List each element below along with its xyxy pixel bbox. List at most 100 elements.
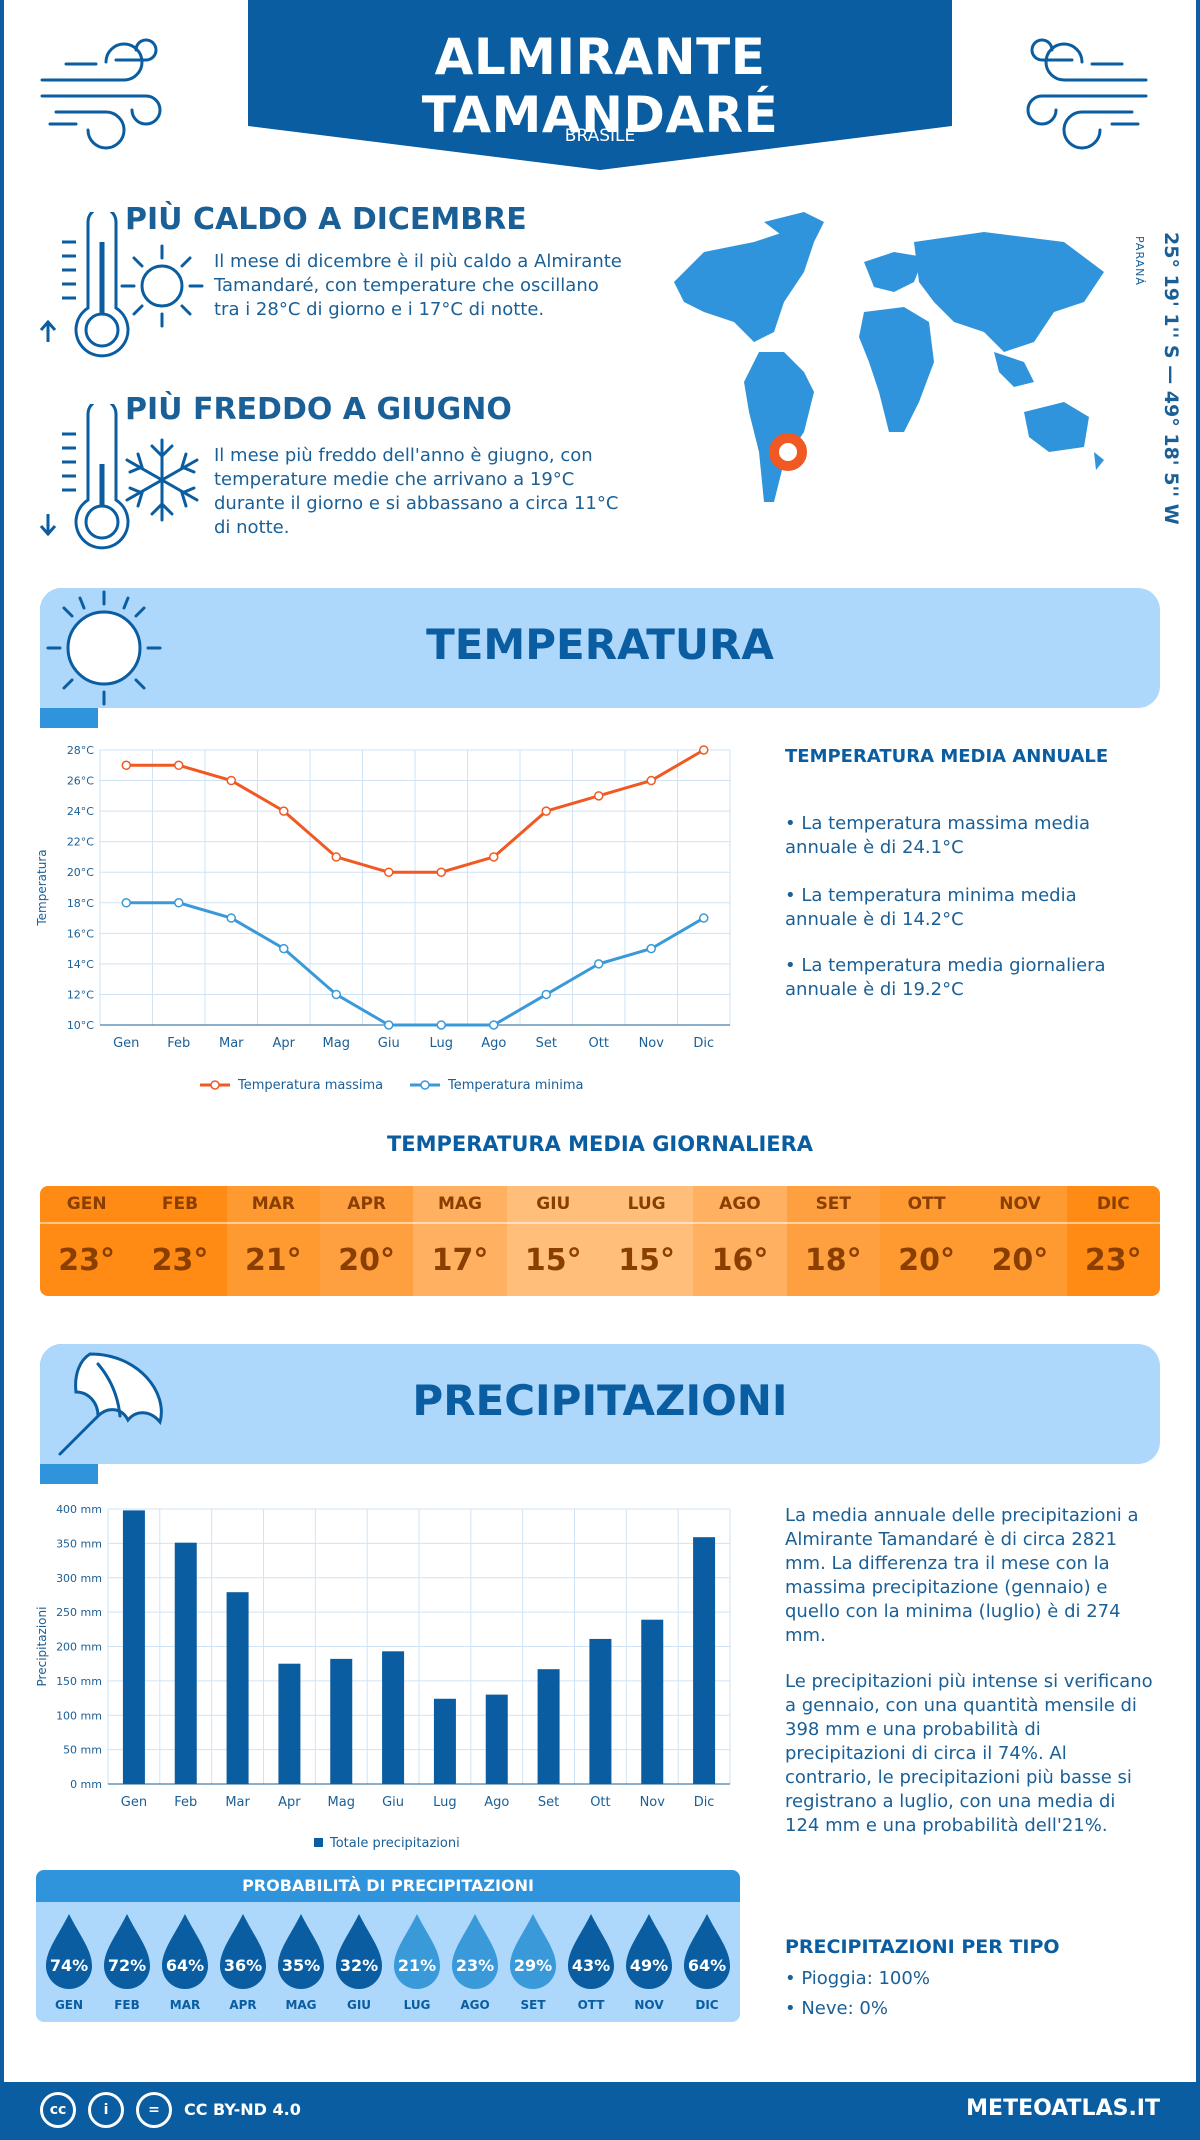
- legend-label: Temperatura minima: [447, 1078, 584, 1093]
- snowflake-icon: [125, 438, 199, 522]
- y-tick-label: 22°C: [67, 836, 94, 849]
- raindrop-icon: [46, 1914, 92, 1989]
- hottest-text: Il mese di dicembre è il più caldo a Alm…: [214, 251, 622, 320]
- daily-temp-cell: DIC 23°: [1066, 1186, 1160, 1296]
- probability-drop: 72% FEB: [100, 1912, 154, 2016]
- data-point: [226, 775, 236, 786]
- rain-share: • Pioggia: 100%: [785, 1968, 930, 1989]
- precip-bar: [174, 1542, 197, 1784]
- daily-month-label: NOV: [973, 1186, 1067, 1224]
- x-tick-label: Ago: [484, 1795, 509, 1810]
- probability-month: FEB: [114, 1998, 140, 2012]
- precip-bar: [433, 1698, 456, 1784]
- x-tick-label: Mar: [225, 1795, 250, 1810]
- y-tick-label: 350 mm: [56, 1537, 102, 1550]
- daily-temp-value: 15°: [618, 1242, 675, 1278]
- data-point: [226, 913, 236, 923]
- daily-temp-value: 23°: [1084, 1242, 1142, 1278]
- precip-bar: [537, 1669, 560, 1784]
- annual-min-stat: • La temperatura minima media annuale è …: [785, 885, 1077, 930]
- precip-bar: [278, 1663, 301, 1784]
- y-tick-label: 28°C: [67, 744, 94, 757]
- x-tick-label: Apr: [273, 1036, 296, 1051]
- daily-temp-cell: NOV 20°: [973, 1186, 1067, 1296]
- x-tick-label: Dic: [693, 1036, 714, 1051]
- data-point: [174, 898, 184, 908]
- daily-month-label: OTT: [879, 1186, 974, 1224]
- probability-value: 29%: [513, 1956, 553, 1975]
- umbrella-icon: [58, 1352, 163, 1456]
- y-tick-label: 50 mm: [63, 1744, 102, 1757]
- precip-bar: [641, 1619, 664, 1784]
- site-link[interactable]: METEOATLAS.IT: [966, 2096, 1160, 2121]
- x-tick-label: Dic: [694, 1795, 715, 1810]
- daily-temp-cell: FEB 23°: [133, 1186, 227, 1296]
- daily-temp-value: 20°: [898, 1242, 955, 1278]
- probability-drop: 21% LUG: [390, 1912, 444, 2016]
- data-point: [594, 959, 604, 969]
- legend-label: Totale precipitazioni: [329, 1836, 460, 1851]
- precip-bar: [693, 1537, 716, 1784]
- data-point: [331, 989, 341, 1000]
- daily-temp-value: 21°: [244, 1242, 302, 1278]
- probability-drop: 35% MAG: [274, 1912, 328, 2016]
- daily-temp-title: TEMPERATURA MEDIA GIORNALIERA: [386, 1132, 814, 1156]
- city-title: ALMIRANTE TAMANDARÉ: [421, 28, 779, 144]
- hottest-title: PIÙ CALDO A DICEMBRE: [125, 202, 527, 237]
- series-line: [126, 748, 705, 874]
- probability-value: 64%: [165, 1956, 205, 1975]
- y-tick-label: 24°C: [67, 805, 94, 818]
- data-point: [174, 760, 184, 771]
- probability-value: 35%: [281, 1956, 321, 1975]
- probability-drop: 49% NOV: [622, 1912, 676, 2016]
- data-point: [489, 852, 499, 862]
- daily-month-label: APR: [319, 1186, 414, 1224]
- wind-icon: [40, 38, 162, 150]
- probability-month: OTT: [577, 1998, 605, 2012]
- annual-max-stat: • La temperatura massima media annuale è…: [785, 813, 1091, 858]
- daily-temp-cell: MAG 17°: [413, 1186, 507, 1296]
- probability-month: APR: [229, 1998, 257, 2012]
- daily-temp-cell: OTT 20°: [879, 1186, 974, 1296]
- data-point: [436, 1020, 446, 1030]
- y-axis-label: Precipitazioni: [35, 1607, 49, 1687]
- precip-bar: [330, 1658, 353, 1784]
- x-tick-label: Set: [536, 1036, 557, 1051]
- y-tick-label: 16°C: [67, 927, 94, 940]
- y-tick-label: 12°C: [67, 988, 94, 1001]
- y-tick-label: 100 mm: [56, 1709, 102, 1722]
- x-tick-label: Mag: [328, 1795, 355, 1810]
- precip-probability-title: PROBABILITÀ DI PRECIPITAZIONI: [36, 1870, 740, 1902]
- x-tick-label: Ago: [481, 1036, 506, 1051]
- daily-month-label: GEN: [40, 1186, 134, 1224]
- probability-month: MAG: [285, 1998, 317, 2012]
- probability-drop: 74% GEN: [42, 1912, 96, 2016]
- legend-swatch: [314, 1838, 323, 1847]
- header-banner: [248, 0, 952, 170]
- y-tick-label: 400 mm: [56, 1503, 102, 1516]
- region-label: PARANÁ: [1133, 236, 1146, 286]
- raindrop-icon: [336, 1914, 382, 1989]
- y-tick-label: 200 mm: [56, 1641, 102, 1654]
- country-label: BRASILE: [564, 126, 636, 146]
- precipitation-bar-chart: 0 mm 50 mm 100 mm 150 mm 200 mm 250 mm 300 mm 3…: [35, 1503, 731, 1851]
- daily-temp-cell: GIU 15°: [506, 1186, 600, 1296]
- daily-month-label: MAR: [226, 1186, 320, 1224]
- x-tick-label: Lug: [433, 1795, 457, 1810]
- daily-temp-cell: SET 18°: [786, 1186, 880, 1296]
- daily-month-label: AGO: [693, 1186, 787, 1224]
- y-tick-label: 14°C: [67, 958, 94, 971]
- probability-value: 32%: [339, 1956, 379, 1975]
- daily-temp-value: 20°: [991, 1242, 1049, 1278]
- precip-section-bar: [40, 1344, 1160, 1464]
- y-tick-label: 0 mm: [70, 1778, 102, 1791]
- y-tick-label: 20°C: [67, 866, 94, 879]
- probability-month: NOV: [634, 1998, 664, 2012]
- daily-month-label: FEB: [133, 1186, 227, 1224]
- attribution-icon: i: [88, 2092, 124, 2128]
- daily-temp-value: 23°: [151, 1242, 209, 1278]
- precip-section-title: PRECIPITAZIONI: [412, 1376, 788, 1425]
- wind-icon: [1026, 38, 1148, 150]
- data-point: [646, 943, 656, 954]
- x-tick-label: Set: [538, 1795, 559, 1810]
